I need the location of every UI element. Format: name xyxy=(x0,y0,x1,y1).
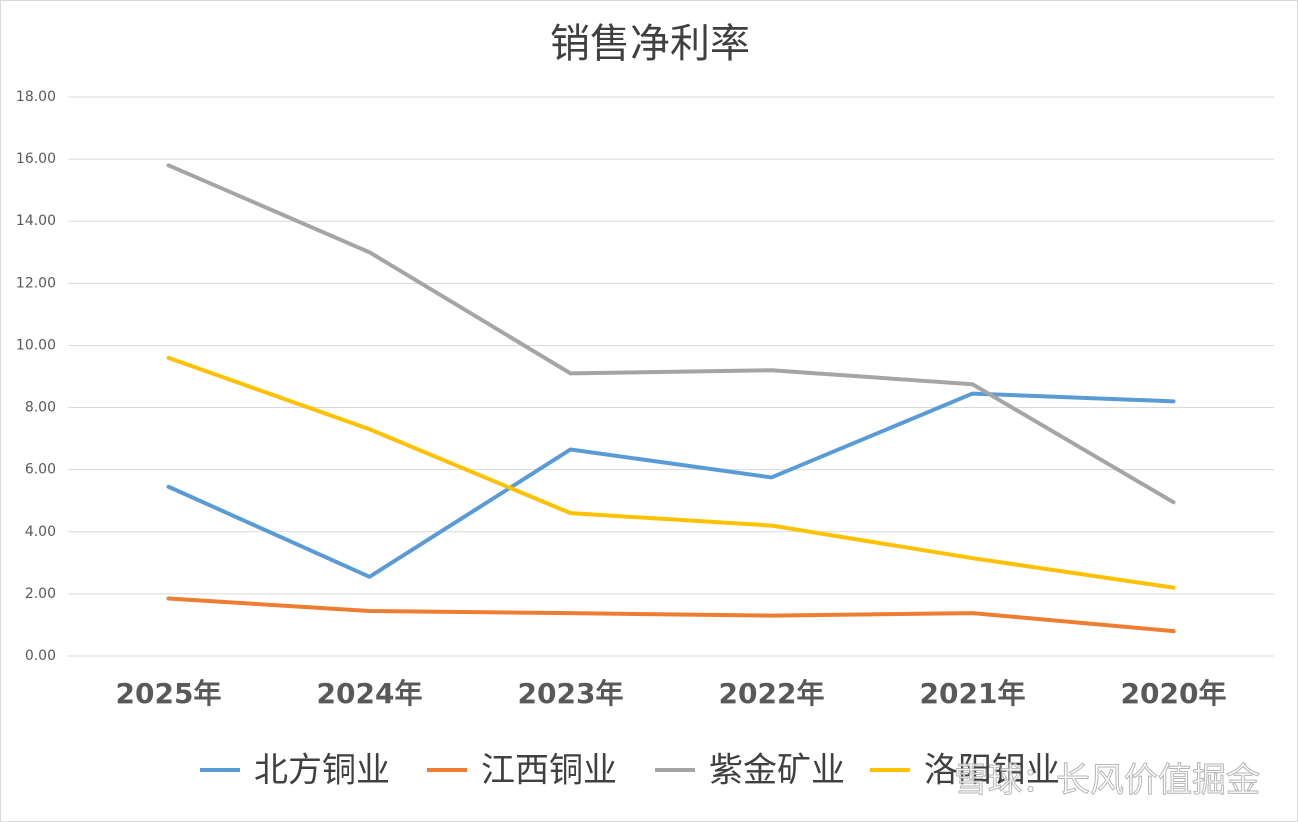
legend-label: 洛阳钼业 xyxy=(924,751,1060,791)
series-line xyxy=(166,355,1176,590)
y-tick-label: 16.00 xyxy=(16,151,56,167)
legend-label: 紫金矿业 xyxy=(709,751,845,791)
series-line xyxy=(166,596,1176,634)
y-tick-label: 12.00 xyxy=(16,275,56,291)
series-line xyxy=(166,163,1176,505)
y-tick-label: 0.00 xyxy=(25,648,56,664)
y-tick-label: 4.00 xyxy=(25,524,56,540)
legend-label: 江西铜业 xyxy=(481,751,617,791)
x-tick-label: 2023年 xyxy=(518,677,624,710)
x-tick-label: 2020年 xyxy=(1121,677,1227,710)
legend-label: 北方铜业 xyxy=(254,751,390,791)
y-tick-label: 6.00 xyxy=(25,462,56,478)
x-tick-label: 2021年 xyxy=(920,677,1026,710)
chart-title: 销售净利率 xyxy=(550,21,750,67)
watermark: 雪球：长风价值掘金 xyxy=(954,761,1260,801)
x-tick-label: 2024年 xyxy=(317,677,423,710)
y-tick-label: 14.00 xyxy=(16,213,56,229)
x-tick-label: 2022年 xyxy=(719,677,825,710)
y-tick-label: 8.00 xyxy=(25,400,56,416)
series-line xyxy=(166,391,1176,579)
x-tick-label: 2025年 xyxy=(116,677,222,710)
y-tick-label: 10.00 xyxy=(16,337,56,353)
y-tick-label: 2.00 xyxy=(25,586,56,602)
y-tick-label: 18.00 xyxy=(16,89,56,105)
